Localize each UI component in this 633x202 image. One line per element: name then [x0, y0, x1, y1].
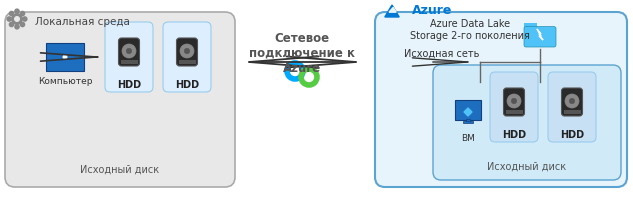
- Bar: [179, 60, 196, 64]
- FancyBboxPatch shape: [375, 12, 627, 187]
- Text: HDD: HDD: [560, 130, 584, 140]
- Circle shape: [569, 98, 575, 104]
- Circle shape: [23, 17, 27, 21]
- Circle shape: [7, 17, 11, 21]
- Text: HDD: HDD: [175, 80, 199, 90]
- FancyBboxPatch shape: [490, 72, 538, 142]
- Polygon shape: [385, 5, 399, 17]
- FancyBboxPatch shape: [177, 38, 197, 66]
- FancyBboxPatch shape: [118, 38, 139, 66]
- FancyBboxPatch shape: [5, 12, 235, 187]
- Circle shape: [20, 22, 25, 27]
- Circle shape: [14, 16, 20, 22]
- Bar: [463, 121, 473, 123]
- Bar: [120, 60, 137, 64]
- Bar: [454, 100, 481, 120]
- Circle shape: [565, 94, 579, 108]
- FancyBboxPatch shape: [524, 27, 556, 47]
- Bar: [46, 43, 84, 71]
- Bar: [563, 110, 580, 114]
- Text: Локальная среда: Локальная среда: [35, 17, 130, 27]
- Bar: [506, 110, 522, 114]
- Circle shape: [126, 48, 132, 54]
- FancyBboxPatch shape: [105, 22, 153, 92]
- Text: HDD: HDD: [117, 80, 141, 90]
- FancyBboxPatch shape: [163, 22, 211, 92]
- Text: Исходная сеть: Исходная сеть: [404, 49, 479, 59]
- Text: Сетевое
подключение к
Azure: Сетевое подключение к Azure: [249, 32, 355, 75]
- Bar: [466, 119, 470, 122]
- Circle shape: [507, 94, 521, 108]
- Text: HDD: HDD: [502, 130, 526, 140]
- Polygon shape: [537, 29, 543, 40]
- FancyBboxPatch shape: [561, 88, 582, 116]
- Circle shape: [9, 22, 13, 27]
- Circle shape: [20, 11, 25, 16]
- Polygon shape: [389, 7, 396, 12]
- Circle shape: [15, 9, 19, 13]
- Text: Компьютер: Компьютер: [38, 77, 92, 86]
- Bar: [524, 23, 537, 29]
- Text: Azure Data Lake
Storage 2-го поколения: Azure Data Lake Storage 2-го поколения: [410, 19, 530, 41]
- Circle shape: [122, 44, 136, 58]
- Circle shape: [511, 98, 517, 104]
- Text: ВМ: ВМ: [461, 134, 475, 143]
- FancyBboxPatch shape: [433, 65, 621, 180]
- Circle shape: [63, 55, 68, 60]
- Circle shape: [180, 44, 194, 58]
- Circle shape: [11, 13, 23, 25]
- Circle shape: [15, 25, 19, 29]
- Text: Azure: Azure: [412, 4, 453, 17]
- Circle shape: [184, 48, 190, 54]
- Text: Исходный диск: Исходный диск: [80, 165, 160, 175]
- Polygon shape: [464, 108, 472, 116]
- Circle shape: [9, 11, 13, 16]
- FancyBboxPatch shape: [548, 72, 596, 142]
- FancyBboxPatch shape: [503, 88, 525, 116]
- Text: Исходный диск: Исходный диск: [487, 162, 567, 172]
